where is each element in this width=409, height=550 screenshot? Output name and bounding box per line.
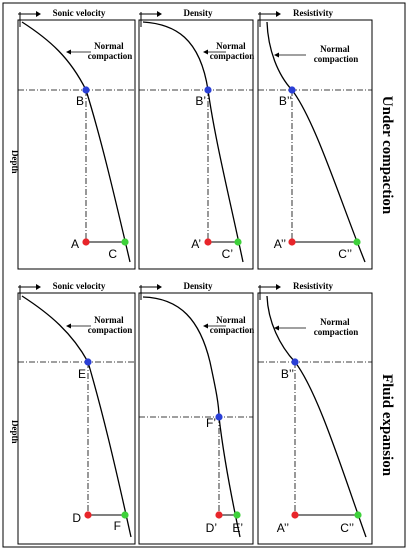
annotation-normal-compaction: Normal compaction bbox=[88, 315, 133, 335]
right-point-label: C’ bbox=[222, 247, 233, 261]
annotation-line-2: compaction bbox=[314, 54, 359, 64]
panel-frame bbox=[257, 19, 373, 270]
green-point bbox=[234, 238, 242, 246]
left-point-label: A bbox=[71, 237, 79, 251]
annotation-line-2: compaction bbox=[88, 325, 133, 335]
compaction-curve bbox=[21, 21, 131, 263]
axis-arrows bbox=[18, 284, 41, 300]
panel-resistivity: Resistivity Normal compaction B’’ A’’ C bbox=[257, 8, 373, 270]
annotation-line: Normal bbox=[216, 315, 246, 325]
top-point-label: B bbox=[76, 94, 84, 108]
green-point bbox=[121, 511, 129, 519]
annotation-line: Normal bbox=[320, 44, 350, 54]
left-point-label: A’’ bbox=[277, 521, 289, 535]
blue-point bbox=[288, 86, 296, 94]
panel-frame bbox=[17, 19, 136, 270]
red-point bbox=[84, 511, 92, 519]
annotation-normal-compaction: Normal compaction bbox=[210, 315, 255, 335]
panel-frame bbox=[138, 292, 254, 545]
compaction-curve bbox=[142, 21, 244, 263]
right-point-label: E’ bbox=[232, 521, 243, 535]
red-point bbox=[288, 238, 296, 246]
annotation-normal-compaction: Normal compaction bbox=[314, 44, 359, 64]
annotation-line-2: compaction bbox=[314, 327, 359, 337]
red-point bbox=[204, 238, 212, 246]
blue-point bbox=[204, 86, 212, 94]
compaction-curve bbox=[21, 295, 132, 538]
top-point-label: B’ bbox=[195, 94, 206, 108]
green-point bbox=[353, 238, 361, 246]
panel-sonic-velocity: Sonic velocity Normal compaction B A C bbox=[17, 8, 136, 270]
green-point bbox=[233, 511, 241, 519]
blue-point bbox=[82, 86, 90, 94]
red-point bbox=[82, 238, 90, 246]
panel-frame bbox=[257, 292, 373, 545]
annotation-line-2: compaction bbox=[88, 51, 133, 61]
right-point-label: F bbox=[114, 519, 121, 533]
annotation-arrow bbox=[274, 52, 306, 58]
panel-title: Sonic velocity bbox=[53, 8, 106, 18]
panel-title: Density bbox=[184, 8, 213, 18]
compaction-curve bbox=[266, 295, 367, 538]
annotation-normal-compaction: Normal compaction bbox=[88, 41, 133, 61]
annotation-normal-compaction: Normal compaction bbox=[314, 317, 359, 337]
annotation-line: Normal bbox=[94, 41, 124, 51]
blue-point bbox=[291, 358, 299, 366]
top-point-label: B’’ bbox=[281, 367, 294, 381]
annotation-arrow bbox=[203, 323, 226, 329]
depth-label: Depth bbox=[10, 150, 20, 174]
panel-density: Density Normal compaction B’ A’ C’ bbox=[138, 8, 255, 270]
annotation-line: Normal bbox=[216, 41, 246, 51]
annotation-arrow bbox=[203, 49, 226, 55]
annotation-line: Normal bbox=[94, 315, 124, 325]
axis-arrows bbox=[139, 11, 162, 27]
row-fluid-expansion: Depth Fluid expansion Sonic velocity Nor… bbox=[10, 281, 395, 545]
red-point bbox=[215, 511, 223, 519]
blue-point bbox=[84, 358, 92, 366]
annotation-line-2: compaction bbox=[210, 325, 255, 335]
axis-arrows bbox=[18, 11, 41, 27]
annotation-arrow bbox=[66, 49, 91, 55]
right-point-label: C’’ bbox=[340, 521, 354, 535]
right-point-label: C’’ bbox=[338, 247, 352, 261]
top-point-label: E bbox=[78, 367, 86, 381]
annotation-arrow bbox=[66, 323, 91, 329]
green-point bbox=[354, 511, 362, 519]
panel-resistivity: Resistivity Normal compaction B’’ A’’ C bbox=[257, 281, 373, 545]
axis-arrows bbox=[258, 284, 281, 300]
top-point-label: F’ bbox=[206, 416, 216, 430]
axis-arrows bbox=[139, 284, 162, 300]
panel-frame bbox=[17, 292, 136, 545]
red-point bbox=[291, 511, 299, 519]
panel-title: Density bbox=[184, 281, 213, 291]
green-point bbox=[121, 238, 129, 246]
depth-label: Depth bbox=[10, 420, 20, 444]
axis-arrows bbox=[258, 11, 281, 27]
panel-sonic-velocity: Sonic velocity Normal compaction E D F bbox=[17, 281, 136, 545]
panel-title: Sonic velocity bbox=[53, 281, 106, 291]
left-point-label: A’ bbox=[191, 237, 201, 251]
panel-title: Resistivity bbox=[293, 8, 333, 18]
compaction-curve bbox=[142, 296, 241, 538]
right-point-label: C bbox=[108, 247, 117, 261]
annotation-arrow bbox=[274, 325, 306, 331]
left-point-label: A’’ bbox=[274, 237, 286, 251]
compaction-curve bbox=[266, 21, 366, 263]
annotation-line-2: compaction bbox=[210, 51, 255, 61]
top-point-label: B’’ bbox=[279, 94, 292, 108]
annotation-line: Normal bbox=[320, 317, 350, 327]
annotation-normal-compaction: Normal compaction bbox=[210, 41, 255, 61]
side-label-fluid-expansion: Fluid expansion bbox=[379, 374, 395, 477]
left-point-label: D bbox=[72, 511, 81, 525]
row-under-compaction: Depth Under compaction Sonic velocity No… bbox=[10, 8, 395, 270]
side-label-under-compaction: Under compaction bbox=[379, 96, 395, 215]
panel-frame bbox=[138, 19, 254, 270]
left-point-label: D’ bbox=[206, 521, 217, 535]
panel-title: Resistivity bbox=[293, 281, 333, 291]
panel-density: Density Normal compaction F’ D’ E’ bbox=[138, 281, 255, 545]
blue-point bbox=[215, 413, 223, 421]
